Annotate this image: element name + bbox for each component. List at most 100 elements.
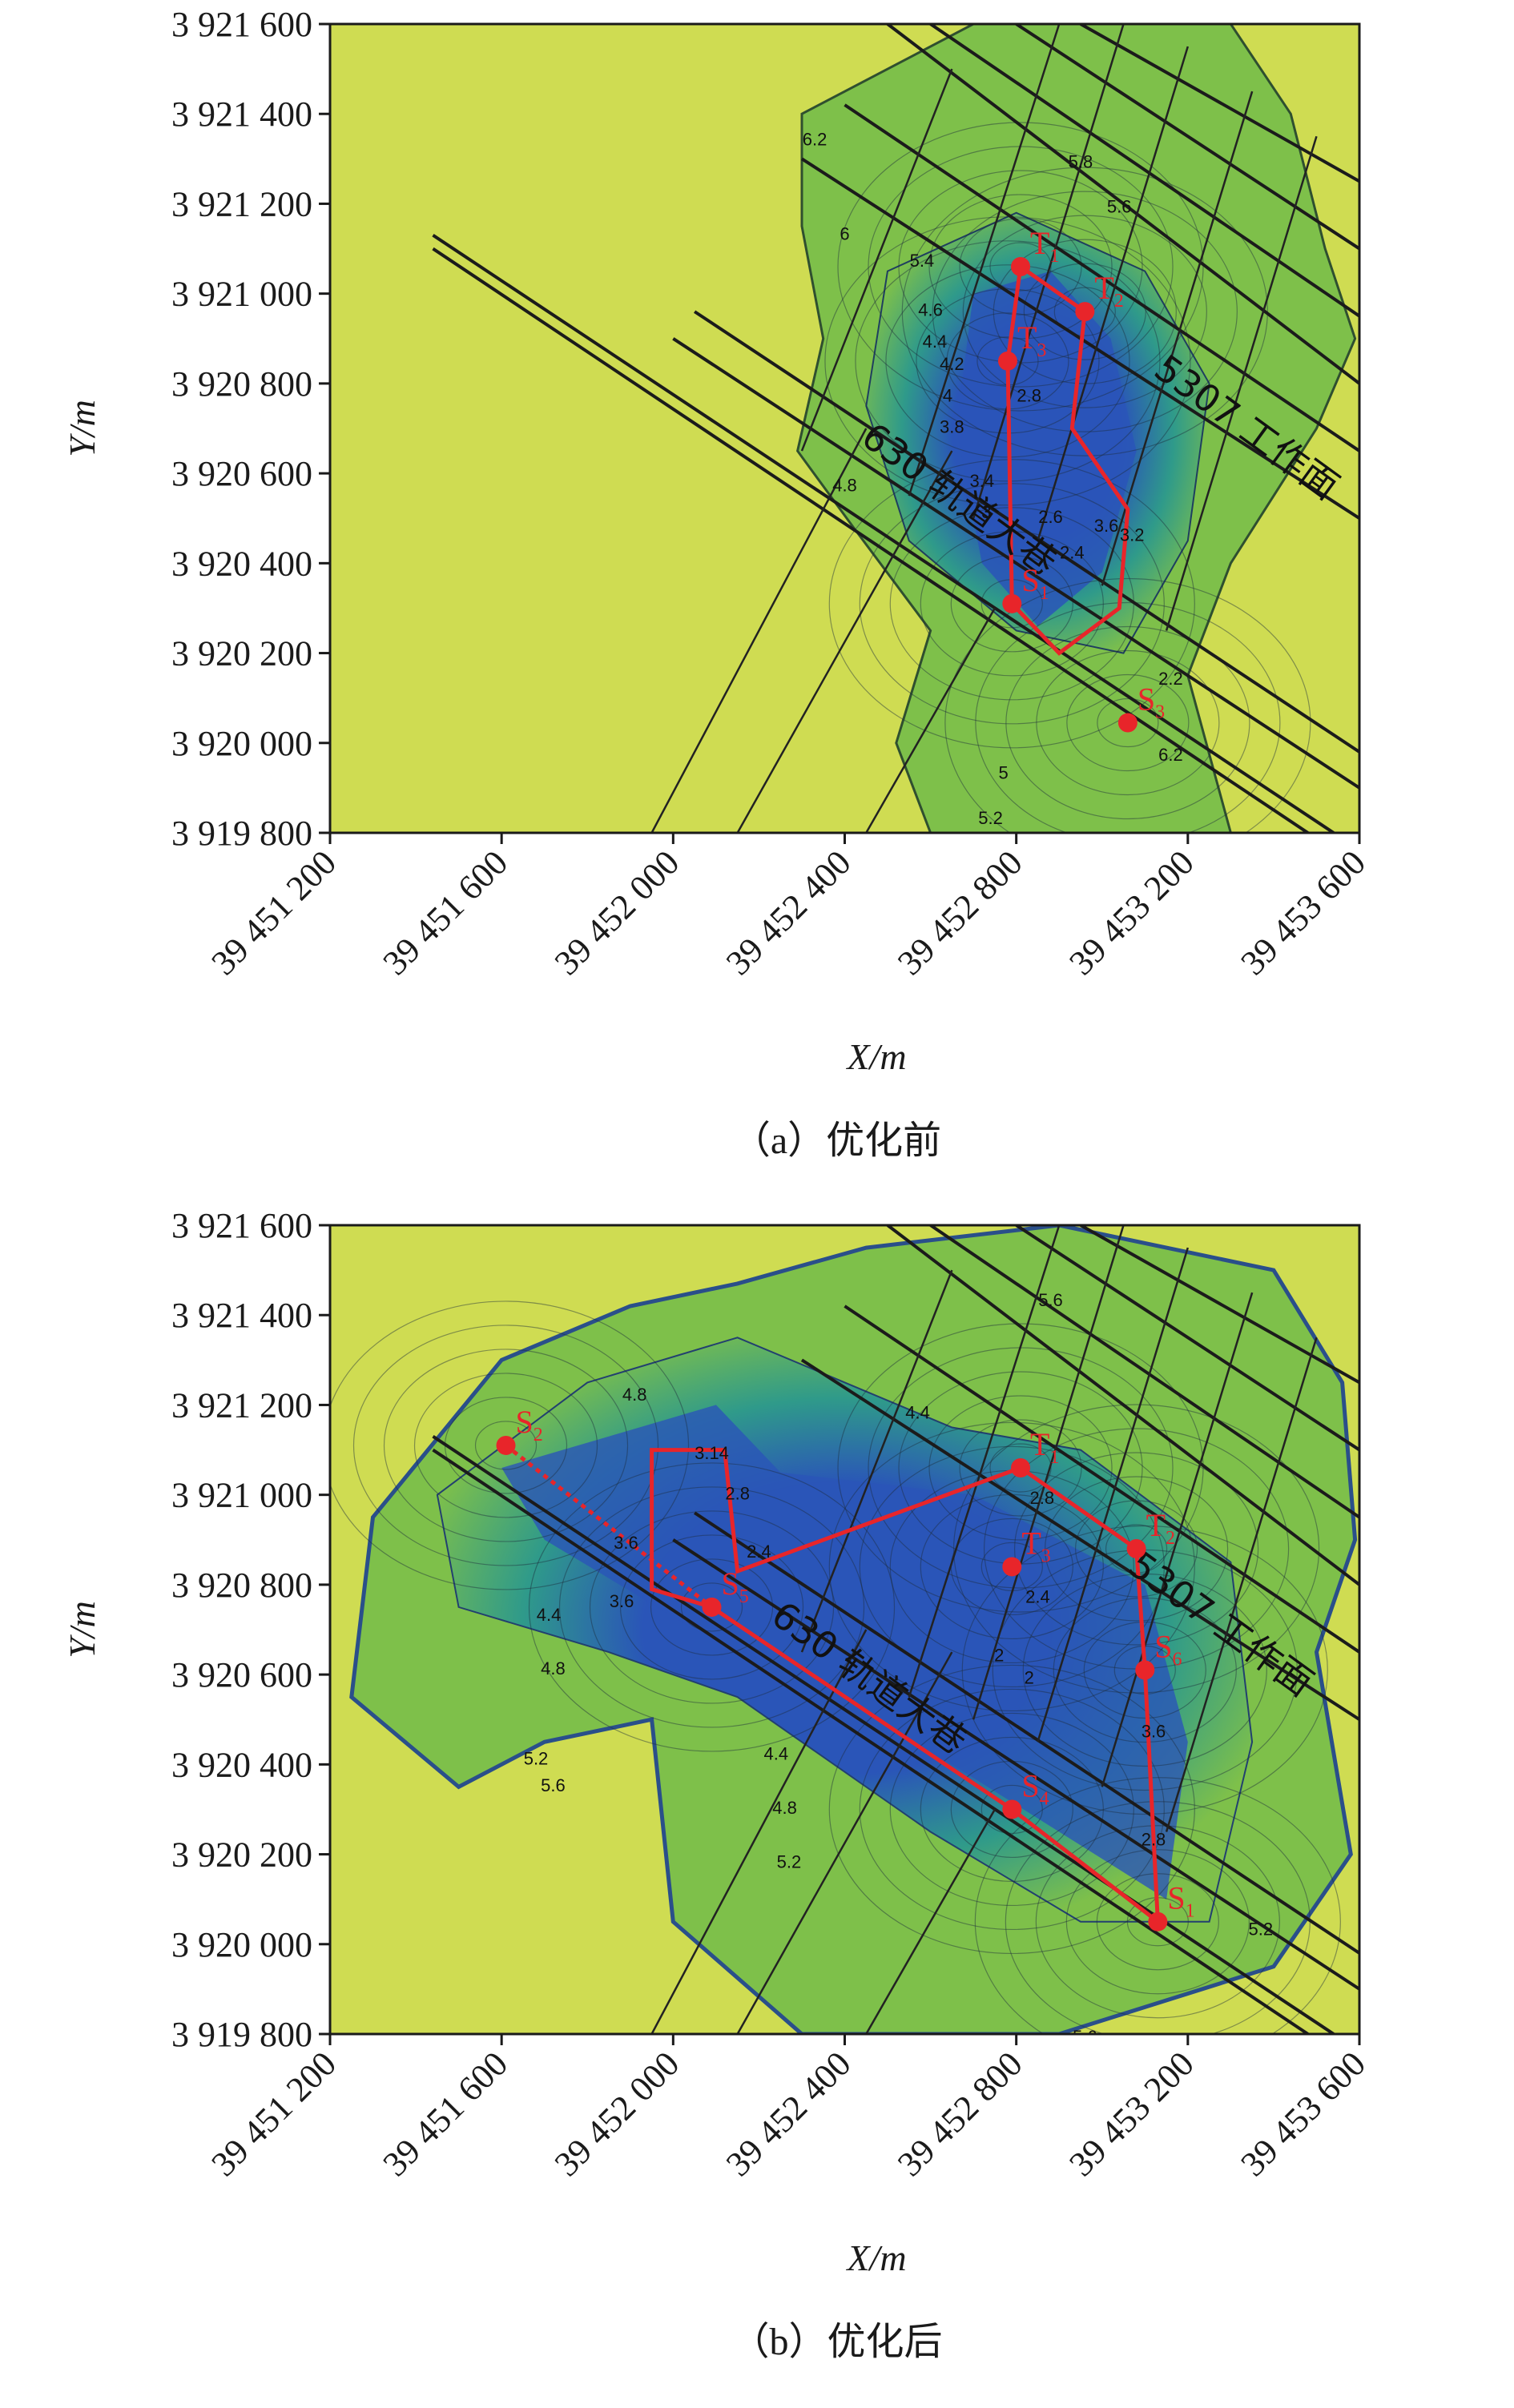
extraction-path bbox=[1005, 264, 1130, 656]
contour-value-label: 4.8 bbox=[832, 476, 857, 496]
roadway-line bbox=[432, 247, 1309, 833]
contour-value-label: 3.6 bbox=[1094, 516, 1119, 536]
crossing-line bbox=[736, 1651, 953, 2034]
contour-ring bbox=[944, 577, 1311, 833]
roadway-line bbox=[844, 1305, 1359, 1654]
contour-ring bbox=[413, 1373, 598, 1518]
plot-area: 6.2 5.8 5.6 6 5.4 4.6 4.44.2 4 3.8 3.4 3 2.8 2.6 2.4 2… bbox=[432, 24, 1359, 833]
contour-value-label: 5.6 bbox=[541, 1775, 566, 1795]
contour-ring bbox=[1005, 625, 1250, 820]
x-axis-title: X/m bbox=[845, 2237, 906, 2278]
point-label: T2 bbox=[1146, 1507, 1175, 1549]
point-label-subscript: 1 bbox=[1186, 1901, 1195, 1922]
point-marker bbox=[1002, 1557, 1022, 1577]
contour-value-label: 4.4 bbox=[923, 332, 948, 352]
contour-ring bbox=[1022, 1573, 1267, 1767]
point-label-subscript: 5 bbox=[739, 1586, 749, 1607]
y-tick-label: 3 920 200 bbox=[171, 1835, 312, 1875]
crossing-line bbox=[908, 24, 1061, 496]
contour-value-label: 2.6 bbox=[1038, 507, 1063, 527]
contour-value-label: 4.4 bbox=[537, 1605, 562, 1625]
crossing-line bbox=[1037, 1247, 1190, 1743]
contour-ring bbox=[962, 215, 1207, 408]
contour-ring bbox=[837, 122, 1204, 412]
contour-value-label: 4.2 bbox=[940, 354, 964, 374]
contour-value-label: 4.4 bbox=[905, 1402, 930, 1422]
contour-value-label: 3.8 bbox=[940, 417, 964, 437]
y-tick-label: 3 919 800 bbox=[171, 814, 312, 853]
contour-ring bbox=[619, 1534, 804, 1680]
x-tick-label: 39 452 800 bbox=[890, 842, 1030, 983]
roadway-line bbox=[929, 24, 1359, 318]
y-tick-label: 3 920 600 bbox=[171, 1655, 312, 1694]
contour-value-label: 2.8 bbox=[725, 1483, 750, 1503]
contour-value-label: 4 bbox=[943, 385, 952, 405]
y-tick-label: 3 921 600 bbox=[171, 5, 312, 44]
x-tick-label: 39 452 400 bbox=[719, 842, 859, 983]
point-marker bbox=[997, 351, 1017, 371]
contour-chart-a: 6.2 5.8 5.6 6 5.4 4.6 4.44.2 4 3.8 3.4 3 2.8 2.6 2.4 2… bbox=[62, 5, 1373, 1162]
point-marker bbox=[1011, 1458, 1031, 1477]
roadway-line bbox=[1015, 1225, 1359, 1452]
contour-ring bbox=[959, 218, 1082, 316]
y-tick-label: 3 921 400 bbox=[171, 94, 312, 134]
crossing-line bbox=[865, 1808, 996, 2034]
contour-ring bbox=[828, 1421, 1195, 1712]
contour-value-label: 5.8 bbox=[1069, 152, 1093, 172]
y-tick-label: 3 920 400 bbox=[171, 1745, 312, 1784]
contour-ring bbox=[859, 483, 1165, 725]
contour-ring bbox=[959, 1419, 1082, 1517]
x-tick-label: 39 453 600 bbox=[1233, 842, 1373, 983]
y-tick-label: 3 920 200 bbox=[171, 634, 312, 673]
crossing-line bbox=[800, 1269, 953, 1653]
contour-ring bbox=[330, 1300, 690, 1590]
contour-ring bbox=[1044, 1476, 1229, 1622]
y-tick-label: 3 921 000 bbox=[171, 275, 312, 314]
contour-value-label: 3.6 bbox=[614, 1533, 638, 1553]
point-label-subscript: 3 bbox=[1041, 1546, 1051, 1566]
y-tick-label: 3 919 800 bbox=[171, 2015, 312, 2054]
point-marker bbox=[1117, 713, 1138, 733]
x-tick-label: 39 452 400 bbox=[719, 2044, 859, 2184]
contour-value-label: 6.2 bbox=[803, 130, 827, 150]
roadway-line bbox=[1079, 1225, 1359, 1385]
roadway-line bbox=[672, 337, 1359, 790]
contour-value-label: 4.4 bbox=[764, 1744, 789, 1764]
contour-ring bbox=[974, 1777, 1341, 2034]
contour-value-label: 2.2 bbox=[1158, 669, 1183, 689]
contour-ring bbox=[928, 1395, 1113, 1541]
contour-ring bbox=[989, 242, 1052, 291]
contour-ring bbox=[952, 1404, 1320, 1694]
contour-value-label: 5.6 bbox=[1073, 2027, 1097, 2047]
point-marker bbox=[496, 1435, 516, 1455]
x-tick-label: 39 453 200 bbox=[1061, 2044, 1202, 2184]
point-label-subscript: 4 bbox=[1040, 1788, 1049, 1809]
contour-ring bbox=[828, 459, 1195, 749]
contour-value-label: 3.6 bbox=[1142, 1722, 1166, 1742]
contour-ring bbox=[1036, 649, 1220, 796]
roadway-line bbox=[800, 1358, 1359, 1721]
contour-value-label: 4.8 bbox=[772, 1798, 797, 1818]
y-tick-label: 3 920 000 bbox=[171, 724, 312, 763]
x-tick-label: 39 451 600 bbox=[376, 842, 516, 983]
contour-value-label: 2.4 bbox=[1025, 1586, 1050, 1606]
point-marker bbox=[1126, 1539, 1146, 1558]
contour-ring bbox=[383, 1349, 629, 1542]
contour-value-label: 3.6 bbox=[610, 1591, 634, 1611]
x-tick-label: 39 451 200 bbox=[203, 2044, 344, 2184]
point-label-subscript: 1 bbox=[1049, 1447, 1059, 1468]
point-marker bbox=[1075, 302, 1095, 322]
contour-ring bbox=[680, 1582, 743, 1632]
contour-ring bbox=[1065, 1849, 1250, 1995]
crossing-line bbox=[972, 24, 1125, 519]
crossing-line bbox=[1101, 90, 1254, 586]
contour-value-label: 4.8 bbox=[541, 1658, 566, 1678]
contour-ring bbox=[859, 1445, 1165, 1688]
contour-ring bbox=[1023, 263, 1146, 360]
y-tick-label: 3 921 400 bbox=[171, 1296, 312, 1335]
point-marker bbox=[1002, 1799, 1022, 1819]
contour-ring bbox=[589, 1510, 835, 1704]
contour-value-label: 2.8 bbox=[1142, 1829, 1166, 1849]
roadway-line bbox=[1015, 24, 1359, 251]
contour-value-label: 4.6 bbox=[918, 300, 943, 320]
